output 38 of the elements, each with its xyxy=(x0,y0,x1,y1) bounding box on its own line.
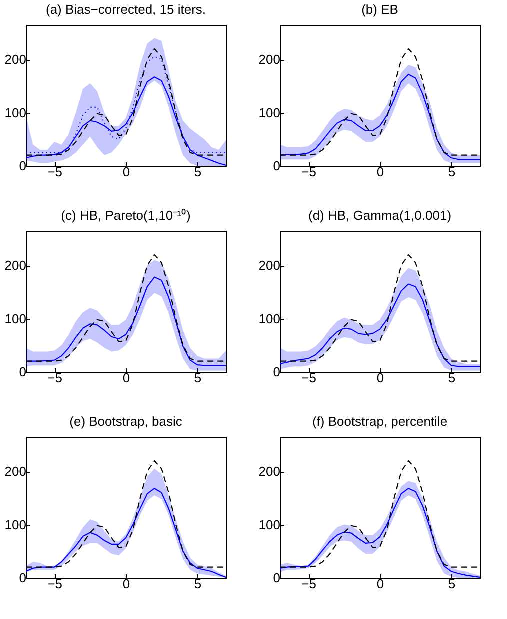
chart-title: (f) Bootstrap, percentile xyxy=(312,414,448,429)
y-tick-label: 200 xyxy=(258,52,280,68)
chart-title: (c) HB, Pareto(1,10⁻¹⁰) xyxy=(61,208,191,223)
x-tick-label: −5 xyxy=(302,164,316,180)
chart-title: (e) Bootstrap, basic xyxy=(70,414,183,429)
y-tick-label: 200 xyxy=(258,258,280,274)
x-tick-label: 5 xyxy=(194,576,202,592)
y-tick-label: 200 xyxy=(4,258,26,274)
chart-title: (a) Bias−corrected, 15 iters. xyxy=(46,2,206,17)
x-tick-label: −5 xyxy=(48,164,62,180)
y-tick-label: 100 xyxy=(4,311,26,326)
x-tick-label: 0 xyxy=(122,370,130,386)
x-tick-label: 0 xyxy=(122,164,130,180)
x-tick-label: 5 xyxy=(448,576,456,592)
x-tick-label: 0 xyxy=(122,576,130,592)
line-series xyxy=(280,284,480,368)
chart-title: (b) EB xyxy=(362,2,398,17)
y-tick-label: 200 xyxy=(4,52,26,68)
x-tick-label: 0 xyxy=(376,370,384,386)
y-tick-label: 100 xyxy=(258,105,280,120)
chart-title: (d) HB, Gamma(1,0.001) xyxy=(308,208,452,223)
y-tick-label: 200 xyxy=(258,464,280,480)
x-tick-label: 0 xyxy=(376,576,384,592)
x-tick-label: 5 xyxy=(194,370,202,386)
x-tick-label: −5 xyxy=(302,370,316,386)
y-tick-label: 100 xyxy=(258,311,280,326)
y-tick-label: 100 xyxy=(258,517,280,532)
x-tick-label: 5 xyxy=(448,370,456,386)
x-tick-label: 5 xyxy=(448,164,456,180)
line-series xyxy=(26,488,226,578)
y-tick-label: 200 xyxy=(4,464,26,480)
y-tick-label: 100 xyxy=(4,105,26,120)
x-tick-label: −5 xyxy=(48,576,62,592)
x-tick-label: −5 xyxy=(302,576,316,592)
x-tick-label: 0 xyxy=(376,164,384,180)
x-tick-label: 5 xyxy=(194,164,202,180)
y-tick-label: 100 xyxy=(4,517,26,532)
x-tick-label: −5 xyxy=(48,370,62,386)
